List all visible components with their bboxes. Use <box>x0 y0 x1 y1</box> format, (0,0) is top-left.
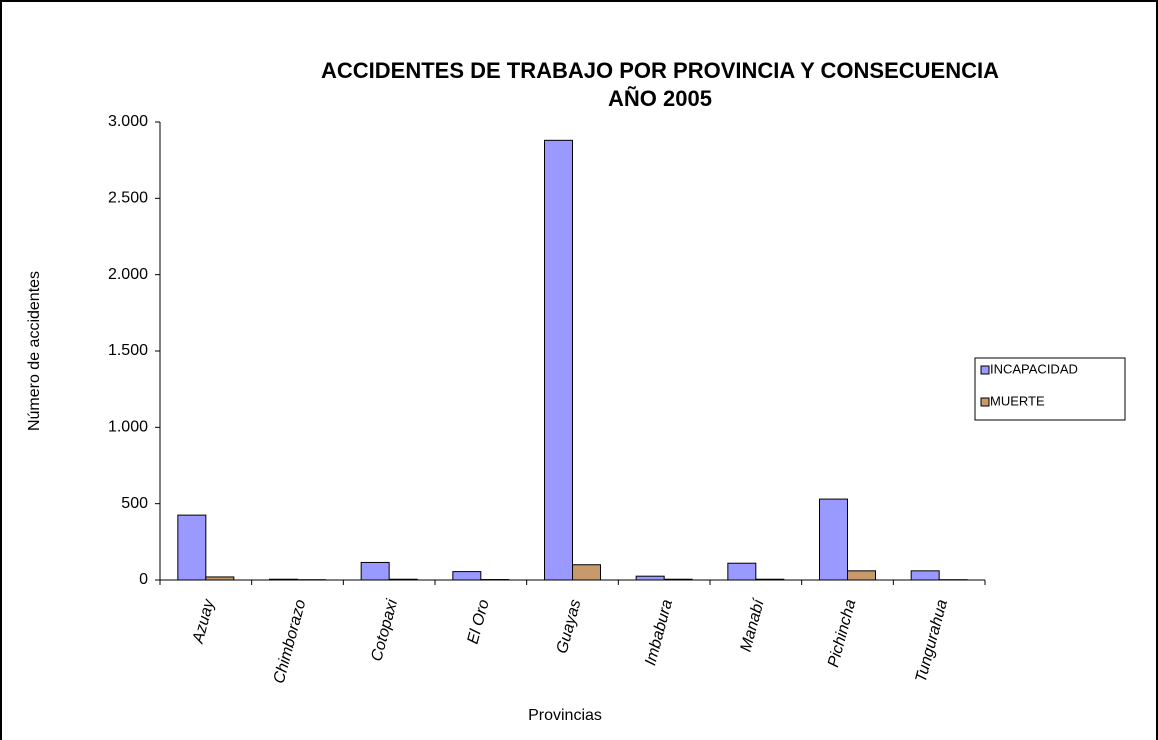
y-tick-label: 1.000 <box>108 419 148 436</box>
bar <box>819 498 848 581</box>
bar <box>572 564 601 581</box>
x-axis-label: Provincias <box>528 707 602 724</box>
y-tick-label: 2.500 <box>108 190 148 207</box>
y-tick-label: 500 <box>121 495 148 512</box>
bar <box>360 561 390 581</box>
legend-label: MUERTE <box>990 393 1045 408</box>
bar <box>910 570 940 581</box>
bar <box>635 575 665 581</box>
bar <box>847 570 876 581</box>
bar <box>544 139 573 581</box>
chart-title: ACCIDENTES DE TRABAJO POR PROVINCIA Y CO… <box>321 58 999 83</box>
y-tick-label: 3.000 <box>108 113 148 130</box>
bar <box>177 514 207 581</box>
bar <box>452 571 482 581</box>
bar <box>727 562 757 581</box>
y-axis-label: Número de accidentes <box>26 271 43 431</box>
legend-swatch <box>980 365 990 375</box>
y-tick-label: 1.500 <box>108 342 148 359</box>
bar <box>269 578 298 581</box>
bar <box>388 578 418 581</box>
legend <box>974 357 1126 421</box>
bar <box>663 578 693 581</box>
bar <box>755 578 785 581</box>
y-tick-label: 2.000 <box>108 266 148 283</box>
bar <box>205 576 235 581</box>
legend-swatch <box>980 397 990 407</box>
chart-title: AÑO 2005 <box>608 86 712 111</box>
y-tick-label: 0 <box>139 571 148 588</box>
legend-label: INCAPACIDAD <box>990 361 1078 376</box>
